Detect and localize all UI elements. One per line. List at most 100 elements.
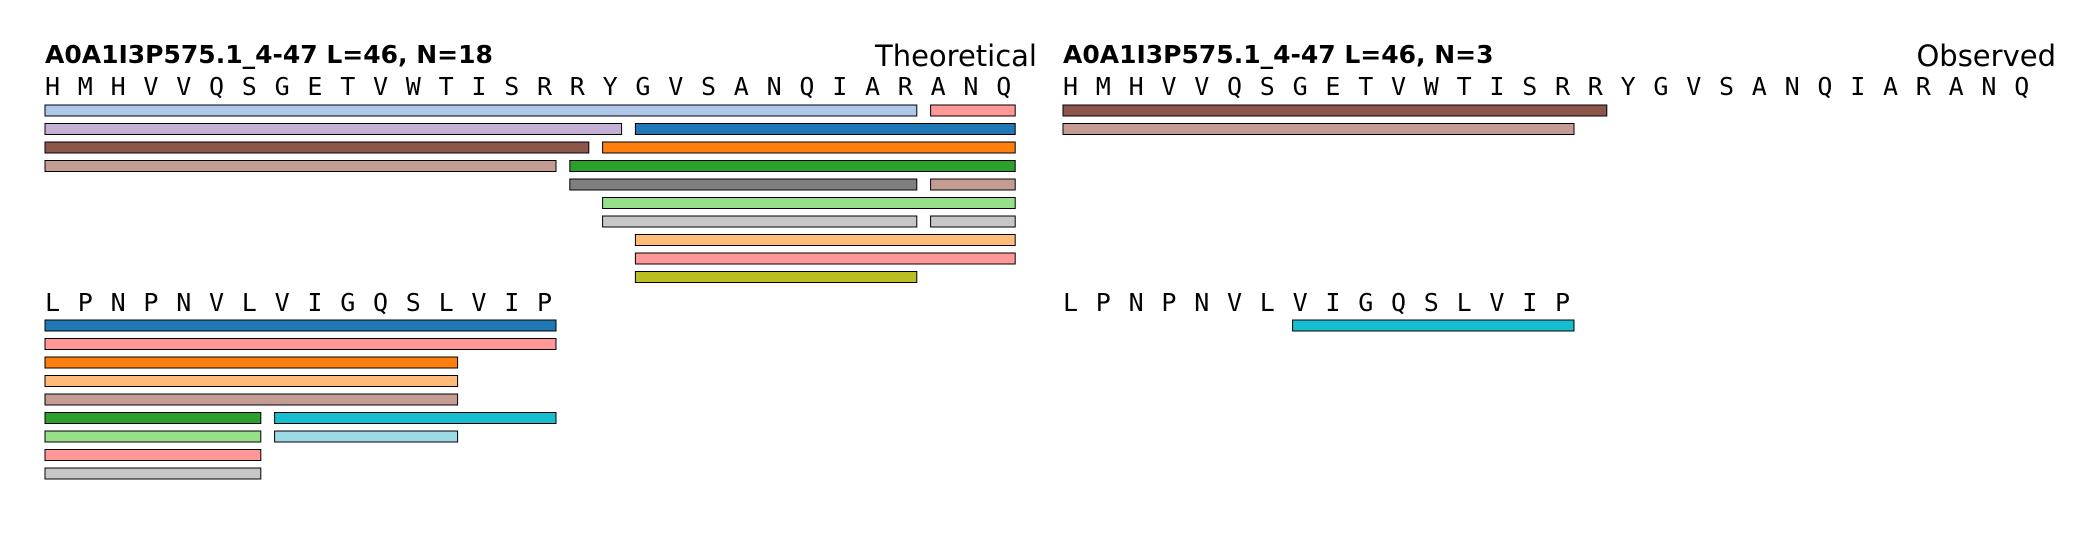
residue-letter: A <box>734 72 749 101</box>
residue-letter: Q <box>996 72 1011 101</box>
residue-letter: N <box>1785 72 1800 101</box>
residue-letter: L <box>1063 288 1078 317</box>
peptide-bar <box>44 375 459 387</box>
residue-letter: S <box>1719 72 1734 101</box>
residue-letter: R <box>898 72 914 101</box>
peptide-bar <box>930 178 1016 191</box>
residue-letter: Q <box>2014 72 2029 101</box>
residue-letter: Y <box>1621 72 1636 101</box>
residue-letter: Y <box>603 72 618 101</box>
residue-letter: Q <box>1227 72 1242 101</box>
peptide-bar <box>44 123 623 135</box>
residue-letter: N <box>176 288 191 317</box>
peptide-bar <box>44 356 459 369</box>
peptide-bar <box>44 430 262 443</box>
residue-letter: G <box>1293 72 1308 101</box>
residue-letter: A <box>931 72 946 101</box>
residue-letter: V <box>143 72 158 101</box>
residue-letter: R <box>1916 72 1932 101</box>
observed-label: Observed <box>1916 39 2056 73</box>
residue-letter: L <box>1457 288 1472 317</box>
peptide-bar <box>44 160 557 172</box>
residue-letter: P <box>1555 288 1570 317</box>
residue-letter: E <box>307 72 322 101</box>
peptide-bar <box>634 271 918 283</box>
residue-letter: I <box>471 72 486 101</box>
residue-letter: Q <box>799 72 814 101</box>
residue-letter: S <box>406 288 421 317</box>
peptide-bar <box>44 412 262 424</box>
residue-letter: L <box>1260 288 1275 317</box>
residue-letter: Q <box>1817 72 1832 101</box>
residue-letter: Q <box>373 288 388 317</box>
residue-letter: A <box>865 72 880 101</box>
residue-letter: R <box>537 72 553 101</box>
residue-letter: V <box>1194 72 1209 101</box>
residue-letter: G <box>635 72 650 101</box>
peptide-bar <box>274 412 557 424</box>
peptide-bar <box>602 215 918 228</box>
residue-letter: N <box>767 72 782 101</box>
residue-letter: H <box>45 72 60 101</box>
residue-letter: V <box>1391 72 1406 101</box>
peptide-bar <box>1062 123 1575 135</box>
residue-letter: G <box>275 72 290 101</box>
peptide-bar <box>602 197 1016 209</box>
peptide-bar <box>634 234 1016 246</box>
residue-letter: H <box>111 72 126 101</box>
residue-letter: S <box>701 72 716 101</box>
residue-letter: P <box>537 288 552 317</box>
peptide-bar <box>44 338 557 350</box>
residue-letter: V <box>1293 288 1308 317</box>
residue-letter: T <box>439 72 454 101</box>
theoretical-label: Theoretical <box>874 39 1037 73</box>
residue-letter: N <box>1981 72 1996 101</box>
residue-letter: V <box>176 72 191 101</box>
residue-letter: N <box>111 288 126 317</box>
residue-letter: G <box>340 288 355 317</box>
peptide-bar <box>930 215 1016 228</box>
peptide-bar <box>634 252 1016 265</box>
residue-letter: M <box>78 72 93 101</box>
residue-letter: R <box>570 72 586 101</box>
residue-letter: Q <box>1391 288 1406 317</box>
residue-letter: L <box>242 288 257 317</box>
residue-letter: E <box>1325 72 1340 101</box>
peptide-bar <box>1292 319 1575 332</box>
residue-letter: I <box>504 288 519 317</box>
residue-letter: S <box>1260 72 1275 101</box>
residue-letter: V <box>668 72 683 101</box>
observed-title: A0A1I3P575.1_4-47 L=46, N=3 <box>1063 40 1493 69</box>
residue-letter: L <box>45 288 60 317</box>
theoretical-panel: A0A1I3P575.1_4-47 L=46, N=18 Theoretical… <box>44 39 1037 480</box>
residue-letter: T <box>1457 72 1472 101</box>
residue-letter: H <box>1129 72 1144 101</box>
residue-letter: W <box>1424 72 1440 101</box>
residue-letter: A <box>1752 72 1767 101</box>
peptide-bar <box>634 123 1016 135</box>
residue-letter: M <box>1096 72 1111 101</box>
peptide-bar <box>44 104 918 117</box>
residue-letter: S <box>242 72 257 101</box>
residue-letter: P <box>143 288 158 317</box>
residue-letter: I <box>307 288 322 317</box>
residue-letter: S <box>1522 72 1537 101</box>
residue-letter: G <box>1653 72 1668 101</box>
residue-letter: P <box>78 288 93 317</box>
residue-letter: V <box>1161 72 1176 101</box>
residue-letter: I <box>1522 288 1537 317</box>
residue-letter: V <box>209 288 224 317</box>
residue-letter: I <box>1325 288 1340 317</box>
residue-letter: S <box>1424 288 1439 317</box>
residue-letter: A <box>1883 72 1898 101</box>
residue-letter: G <box>1358 288 1373 317</box>
theoretical-title: A0A1I3P575.1_4-47 L=46, N=18 <box>45 40 493 69</box>
peptide-bar <box>44 141 590 154</box>
residue-letter: H <box>1063 72 1078 101</box>
peptide-bar <box>44 319 557 332</box>
peptide-bar <box>602 141 1016 154</box>
peptide-bar <box>930 104 1016 117</box>
residue-letter: V <box>471 288 486 317</box>
